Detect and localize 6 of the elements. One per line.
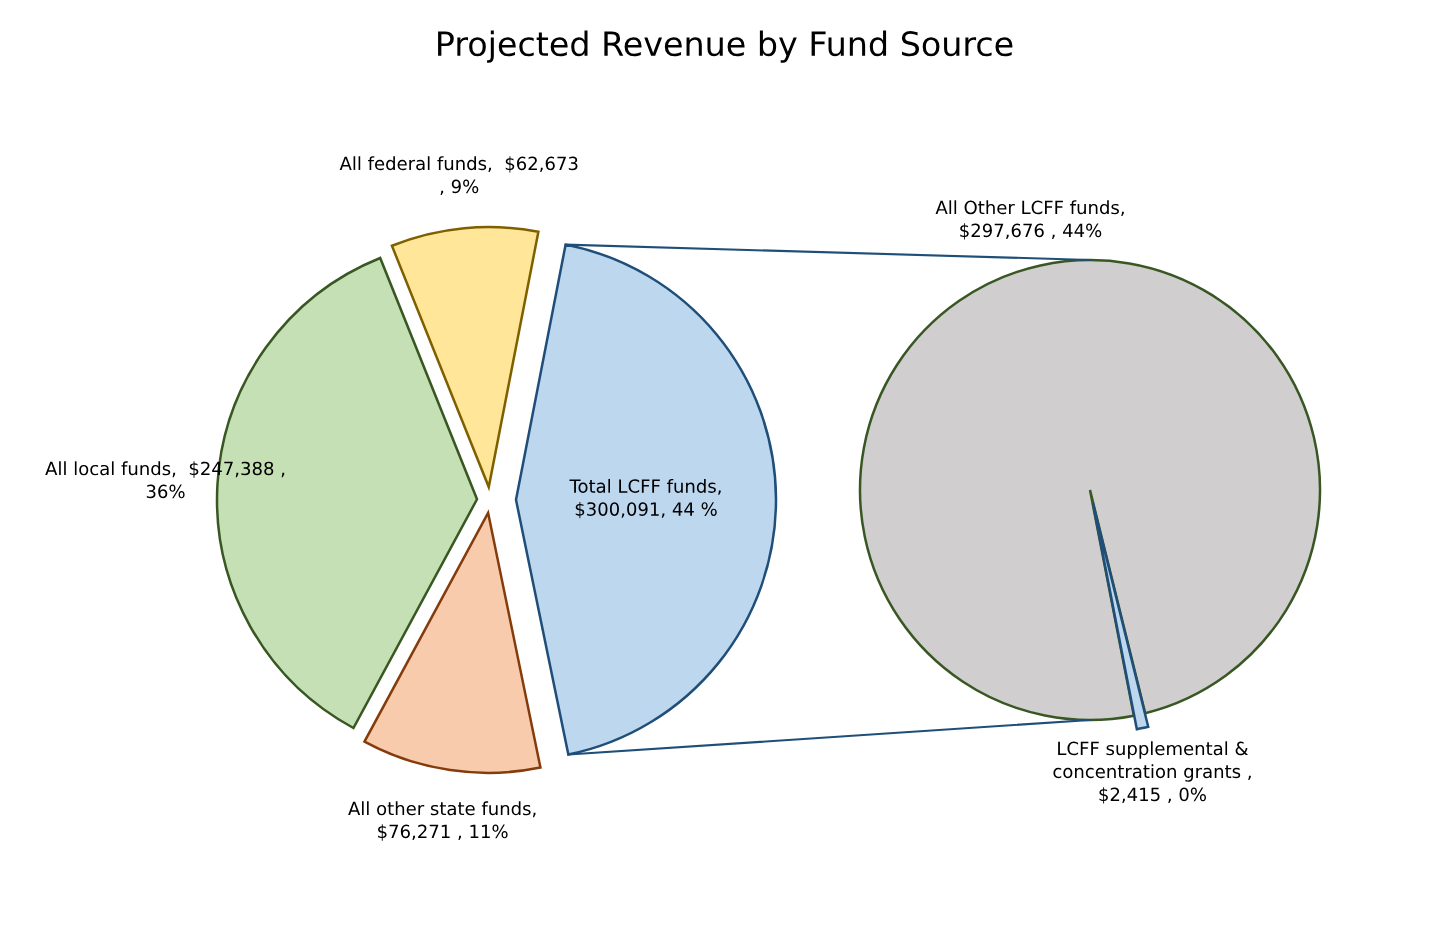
slice-label: LCFF supplemental & concentration grants , $2,415 , 0% xyxy=(1053,741,1251,804)
chart-title: Projected Revenue by Fund Source xyxy=(438,30,1013,63)
slice-label: All other state funds, $76,271 , 11% xyxy=(348,801,536,841)
slice-label: All federal funds, $62,673 , 9% xyxy=(339,156,578,196)
slice-label: All Other LCFF funds, $297,676 , 44% xyxy=(935,200,1124,240)
slice-label: Total LCFF funds, $300,091, 44 % xyxy=(569,478,721,519)
